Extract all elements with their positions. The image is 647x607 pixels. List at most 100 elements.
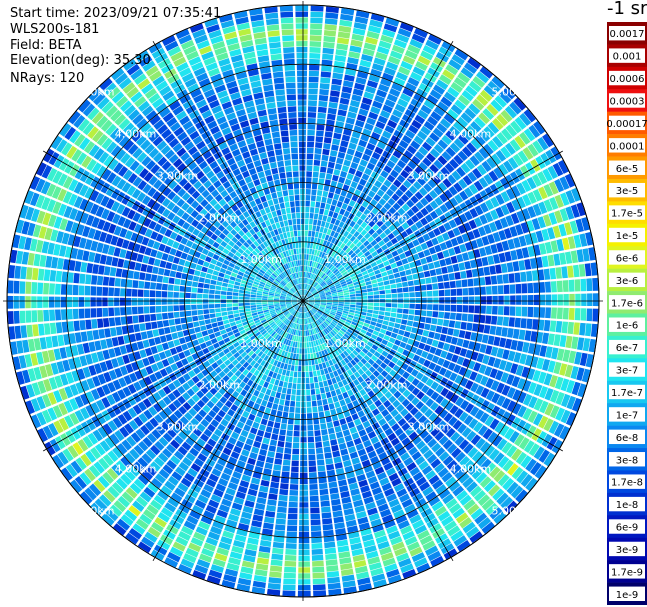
ppi-cell [314, 231, 319, 238]
ppi-cell [280, 296, 286, 299]
ppi-cell [243, 354, 251, 361]
ppi-cell [277, 321, 283, 327]
ppi-cell [442, 274, 450, 282]
ppi-cell [269, 439, 278, 447]
ppi-cell [560, 393, 571, 408]
ppi-cell [297, 590, 311, 597]
ppi-cell [111, 481, 124, 494]
ppi-cell [177, 395, 186, 405]
ppi-cell [135, 496, 149, 508]
ppi-cell [453, 76, 467, 89]
ppi-cell [516, 340, 524, 352]
ppi-cell [309, 41, 322, 48]
ppi-cell [175, 234, 183, 243]
ppi-cell [305, 284, 308, 290]
ppi-cell [324, 179, 331, 186]
ppi-cell [271, 331, 277, 337]
ppi-cell [167, 382, 177, 392]
ppi-cell [194, 326, 201, 333]
ppi-cell [309, 286, 313, 292]
ppi-cell [273, 325, 279, 331]
ppi-cell [352, 349, 359, 356]
ppi-cell [403, 477, 415, 487]
ppi-cell [383, 488, 395, 497]
ppi-cell [208, 299, 215, 304]
ppi-cell [332, 304, 338, 308]
ppi-cell [476, 94, 489, 107]
ppi-cell [25, 310, 32, 323]
ppi-cell [238, 296, 244, 300]
ppi-cell [316, 189, 323, 197]
ppi-cell [355, 170, 363, 178]
ppi-cell [278, 355, 284, 362]
ppi-cell [418, 357, 426, 365]
ppi-cell [365, 264, 372, 270]
ppi-cell [441, 424, 452, 434]
ppi-cell [391, 477, 402, 487]
ppi-cell [129, 372, 138, 383]
ppi-cell [242, 410, 250, 419]
ppi-cell [372, 461, 382, 470]
ppi-cell [308, 317, 311, 324]
ppi-cell [186, 355, 194, 363]
ppi-cell [287, 305, 293, 309]
ppi-cell [340, 562, 353, 571]
ppi-cell [299, 183, 306, 189]
ppi-cell [317, 319, 322, 324]
ppi-cell [444, 520, 457, 532]
ppi-cell [458, 366, 467, 376]
ppi-cell [280, 362, 285, 369]
ppi-cell [363, 322, 370, 328]
ppi-cell [284, 311, 290, 317]
ppi-cell [224, 524, 236, 534]
ppi-cell [71, 345, 79, 357]
ppi-cell [351, 548, 364, 557]
ppi-cell [162, 464, 174, 475]
ppi-cell [402, 55, 416, 65]
ppi-cell [278, 368, 283, 375]
ppi-cell [320, 304, 326, 307]
ppi-cell [221, 333, 229, 340]
ppi-cell [294, 304, 299, 309]
ppi-cell [318, 94, 329, 102]
ppi-cell [267, 383, 274, 390]
ppi-cell [93, 253, 102, 264]
ppi-cell [241, 511, 252, 520]
ppi-cell [230, 272, 238, 278]
ppi-cell [333, 260, 339, 267]
ppi-cell [96, 351, 105, 362]
ppi-cell [454, 408, 464, 419]
ppi-cell [378, 285, 385, 291]
ppi-cell [315, 312, 321, 317]
ppi-cell [253, 281, 260, 286]
ppi-cell [219, 452, 230, 461]
ppi-cell [313, 294, 320, 297]
ppi-cell [36, 396, 46, 410]
ppi-cell [334, 335, 340, 341]
ppi-cell [316, 333, 321, 339]
ppi-cell [268, 302, 274, 304]
ppi-cell [328, 588, 342, 596]
ppi-cell [247, 457, 256, 466]
ppi-cell [421, 77, 434, 88]
ppi-cell [50, 229, 59, 242]
ppi-cell [261, 374, 268, 381]
ppi-cell [552, 162, 564, 177]
ppi-cell [304, 306, 306, 313]
ppi-cell [186, 515, 199, 525]
ppi-cell [341, 251, 348, 258]
ppi-cell [95, 206, 105, 218]
ppi-cell [167, 291, 174, 298]
ppi-cell [345, 348, 352, 355]
ppi-cell [440, 166, 451, 177]
ppi-cell [370, 567, 384, 577]
ppi-cell [92, 264, 99, 274]
ppi-cell [238, 338, 245, 345]
ppi-cell [224, 400, 233, 408]
ppi-cell [262, 298, 268, 301]
ppi-cell [427, 297, 433, 304]
ppi-cell [307, 260, 311, 267]
ppi-cell [309, 273, 313, 279]
ppi-cell [570, 204, 580, 218]
ppi-cell [401, 336, 409, 343]
